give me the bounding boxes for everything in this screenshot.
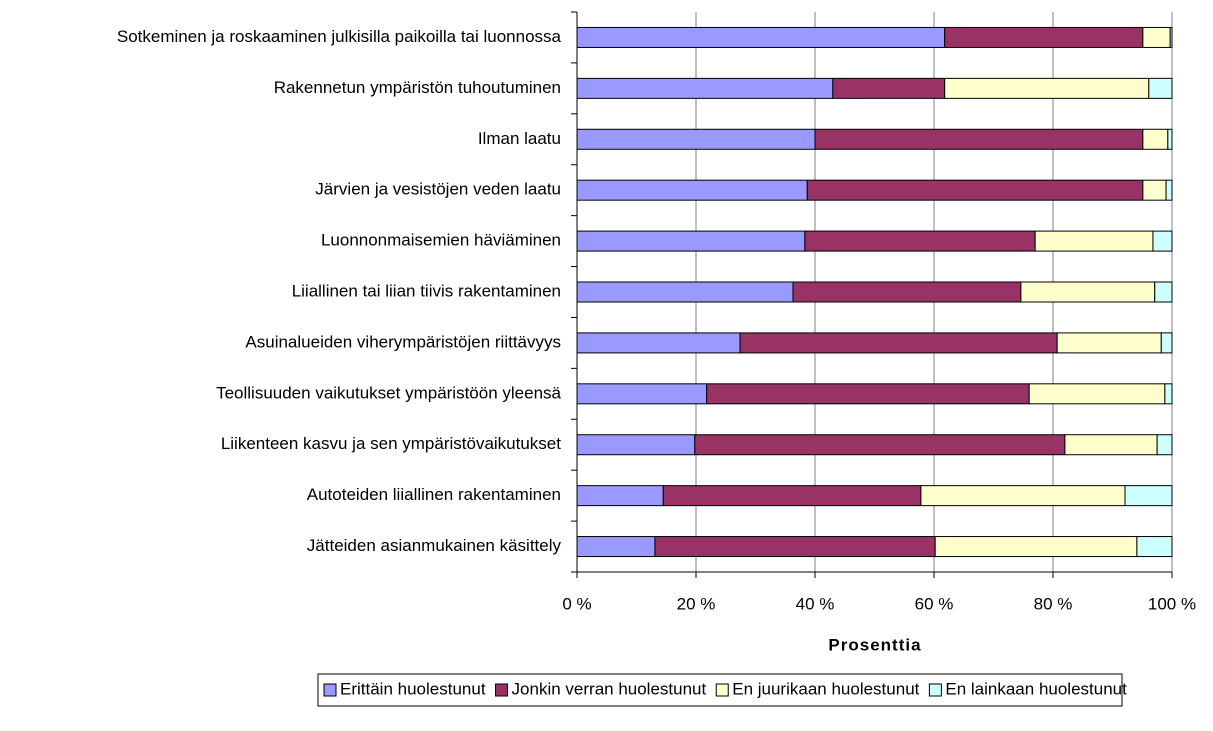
bar-segment xyxy=(804,230,1036,252)
bar-segment xyxy=(806,179,1144,201)
legend-swatch xyxy=(495,683,509,697)
legend-label: En juurikaan huolestunut xyxy=(732,679,919,698)
bar-segment xyxy=(1142,26,1171,48)
y-tick-label: Sotkeminen ja roskaaminen julkisilla pai… xyxy=(117,27,562,46)
legend-box xyxy=(317,673,1123,707)
x-tick-label: 20 % xyxy=(677,594,716,613)
bar-segment xyxy=(1156,434,1173,456)
y-tick-label: Asuinalueiden viherympäristöjen riittävy… xyxy=(245,332,561,351)
legend-swatch xyxy=(715,683,729,697)
bar-segment xyxy=(576,128,816,150)
bar-segment xyxy=(1164,383,1173,405)
bar-segment xyxy=(576,332,741,354)
bar-segment xyxy=(1028,383,1166,405)
bar-segment xyxy=(662,485,922,507)
bar-segment xyxy=(1160,332,1173,354)
y-tick-label: Teollisuuden vaikutukset ympäristöön yle… xyxy=(216,383,561,402)
bar-segment xyxy=(576,536,656,558)
bar-segment xyxy=(576,485,664,507)
x-tick-label: 100 % xyxy=(1148,594,1196,613)
legend-label: Jonkin verran huolestunut xyxy=(512,679,707,698)
bar-segment xyxy=(576,230,806,252)
bar-segment xyxy=(576,179,808,201)
legend-swatch xyxy=(323,683,337,697)
bar-segment xyxy=(1142,128,1169,150)
y-tick-label: Järvien ja vesistöjen veden laatu xyxy=(315,180,561,199)
bar-segment xyxy=(832,77,946,99)
bar-segment xyxy=(706,383,1030,405)
x-tick-label: 80 % xyxy=(1034,594,1073,613)
x-tick-label: 0 % xyxy=(562,594,591,613)
x-tick-label: 40 % xyxy=(796,594,835,613)
bar-segment xyxy=(1165,179,1173,201)
y-tick-label: Luonnonmaisemien häviäminen xyxy=(321,231,561,250)
x-axis-title: Prosenttia xyxy=(828,635,921,654)
bar-segment xyxy=(576,383,708,405)
y-tick-label: Liikenteen kasvu ja sen ympäristövaikutu… xyxy=(221,434,561,453)
y-tick-label: Ilman laatu xyxy=(478,129,561,148)
legend-label: En lainkaan huolestunut xyxy=(945,679,1127,698)
y-tick-label: Rakennetun ympäristön tuhoutuminen xyxy=(274,78,561,97)
y-tick-label: Autoteiden liiallinen rakentaminen xyxy=(307,485,561,504)
bar-segment xyxy=(576,26,946,48)
y-tick-label: Liiallinen tai liian tiivis rakentaminen xyxy=(292,281,561,300)
bar-segment xyxy=(1148,77,1173,99)
bar-segment xyxy=(1064,434,1158,456)
bar-segment xyxy=(814,128,1144,150)
y-tick-label: Jätteiden asianmukainen käsittely xyxy=(307,536,562,555)
bar-segment xyxy=(920,485,1126,507)
bar-segment xyxy=(576,77,834,99)
bar-segment xyxy=(944,26,1144,48)
bar-segment xyxy=(576,281,794,303)
bar-segment xyxy=(1142,179,1167,201)
bar-segment xyxy=(1136,536,1173,558)
bar-segment xyxy=(1020,281,1156,303)
bar-segment xyxy=(1154,281,1173,303)
bar-segment xyxy=(576,434,696,456)
bar-segment xyxy=(739,332,1058,354)
x-tick-label: 60 % xyxy=(915,594,954,613)
bar-segment xyxy=(654,536,936,558)
bar-segment xyxy=(1167,128,1173,150)
bar-segment xyxy=(934,536,1138,558)
bar-segment xyxy=(1056,332,1162,354)
bar-segment xyxy=(1034,230,1154,252)
bar-segment xyxy=(792,281,1022,303)
legend-swatch xyxy=(928,683,942,697)
legend-label: Erittäin huolestunut xyxy=(340,679,486,698)
bar-segment xyxy=(944,77,1150,99)
bar-segment xyxy=(1152,230,1173,252)
bar-segment xyxy=(1169,26,1173,48)
bar-segment xyxy=(694,434,1066,456)
bar-segment xyxy=(1124,485,1173,507)
